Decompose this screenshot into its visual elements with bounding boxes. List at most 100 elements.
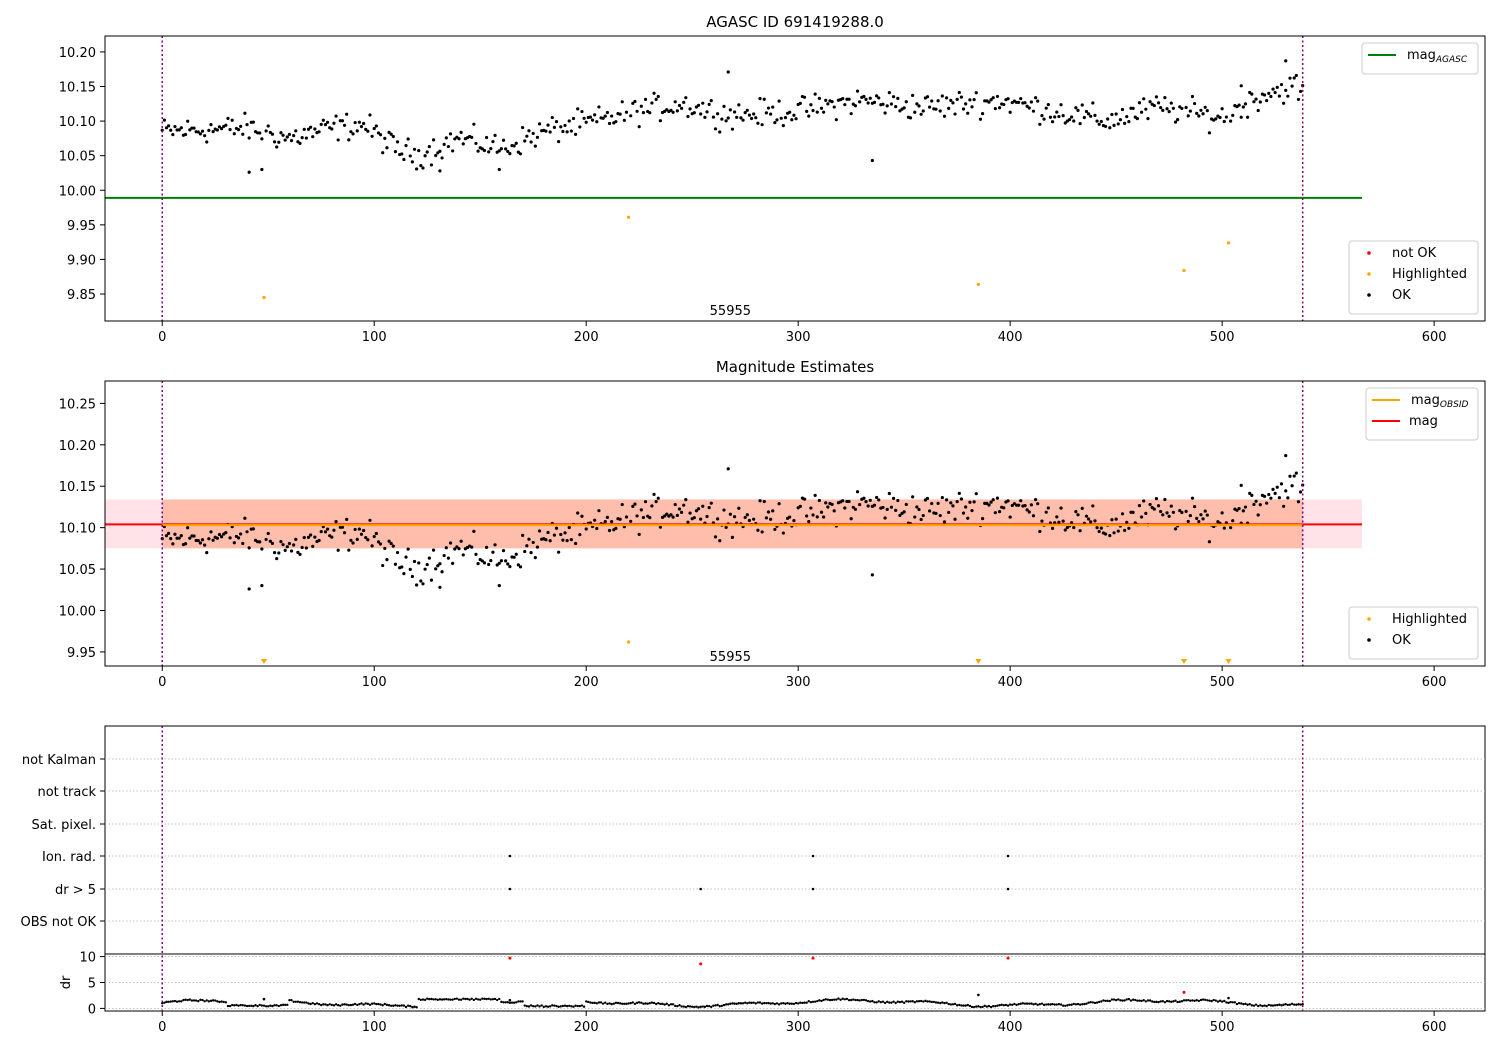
- ok-point: [684, 498, 688, 502]
- dr-point: [538, 1005, 541, 1008]
- dr-point: [1256, 1004, 1260, 1008]
- ok-point: [877, 498, 881, 502]
- dr-point: [459, 998, 463, 1001]
- ok-point: [955, 500, 959, 504]
- ok-point: [696, 103, 701, 107]
- ok-point: [881, 102, 885, 106]
- ok-point: [211, 538, 215, 542]
- ok-point: [1057, 114, 1061, 119]
- ok-point: [728, 108, 732, 112]
- plot-frame: [104, 35, 1486, 322]
- dr-axis-label: dr: [59, 975, 74, 989]
- ok-point: [319, 530, 323, 534]
- dr-point: [614, 1001, 618, 1005]
- dr-point: [987, 1004, 991, 1008]
- ok-point: [1190, 94, 1195, 99]
- ok-point: [584, 527, 588, 531]
- dr-point: [703, 1005, 707, 1009]
- ok-point: [525, 544, 529, 548]
- ok-point: [482, 561, 487, 565]
- dr-point: [201, 998, 204, 1002]
- dr-point: [445, 998, 448, 1001]
- ok-point: [451, 561, 455, 565]
- ok-point: [277, 140, 281, 144]
- dr-point: [184, 998, 187, 1001]
- dr-point: [472, 998, 476, 1002]
- dr-point: [557, 1005, 560, 1009]
- ok-point: [949, 501, 953, 505]
- x-tick-label: 200: [574, 675, 599, 690]
- ok-point: [1203, 509, 1207, 513]
- ok-point: [325, 120, 330, 124]
- dr-point: [786, 1001, 789, 1005]
- legend-label: OK: [1392, 633, 1411, 648]
- ok-point: [448, 132, 453, 136]
- dr-point: [847, 998, 851, 1002]
- ok-point: [451, 149, 455, 153]
- ok-point: [709, 501, 713, 505]
- ok-point: [330, 535, 334, 539]
- chart-title: AGASC ID 691419288.0: [706, 13, 884, 31]
- dr-point: [690, 1005, 694, 1008]
- dr-point: [659, 1002, 662, 1006]
- dr-point: [1263, 1004, 1266, 1007]
- ok-point: [1288, 76, 1292, 80]
- dr-point: [161, 1002, 164, 1005]
- ok-point: [641, 515, 646, 520]
- ok-point: [802, 95, 807, 99]
- ok-point: [438, 169, 442, 173]
- ok-point: [853, 104, 858, 108]
- ok-point: [207, 128, 211, 132]
- dr-point: [1093, 1001, 1097, 1005]
- ok-point: [959, 95, 964, 99]
- ok-point: [824, 501, 828, 505]
- ok-point: [981, 517, 985, 521]
- y-tick-label: 10.10: [59, 522, 96, 537]
- ok-point: [1120, 107, 1125, 112]
- ok-point: [718, 539, 722, 543]
- ok-point: [970, 105, 974, 109]
- dr-point: [822, 998, 825, 1002]
- ok-point: [391, 544, 395, 548]
- ok-point: [247, 587, 251, 591]
- ok-point: [565, 538, 569, 543]
- ok-point: [1298, 89, 1303, 93]
- ok-point: [760, 530, 764, 534]
- dr-point: [924, 999, 927, 1003]
- dr-point: [502, 1001, 505, 1004]
- ok-point: [889, 102, 894, 106]
- dr-point: [648, 1001, 651, 1005]
- ok-point: [340, 119, 345, 123]
- dr-point: [1036, 1003, 1039, 1007]
- y-tick-label: 9.90: [67, 253, 96, 268]
- ok-point: [429, 163, 434, 167]
- ok-point: [294, 537, 298, 541]
- ok-point: [298, 552, 302, 556]
- ok-point: [1222, 526, 1226, 530]
- dr-point: [1250, 1004, 1254, 1007]
- ok-point: [421, 166, 425, 170]
- dr-point: [968, 1004, 972, 1008]
- dr-point: [1087, 1001, 1090, 1004]
- ok-point: [686, 520, 690, 524]
- dr-point: [633, 1002, 637, 1006]
- ok-point: [209, 530, 213, 534]
- ok-point: [1173, 120, 1178, 124]
- ok-point: [1061, 114, 1065, 118]
- ok-point: [417, 561, 421, 565]
- dr-point: [243, 1004, 247, 1007]
- ok-point: [188, 536, 192, 540]
- ok-point: [404, 144, 408, 148]
- ok-point: [368, 113, 372, 117]
- ok-point: [885, 507, 889, 511]
- dr-point: [442, 998, 446, 1001]
- ok-point: [287, 541, 292, 546]
- dr-point: [508, 1001, 512, 1005]
- ok-point: [232, 132, 236, 136]
- flag-point: [811, 887, 815, 891]
- dr-point: [373, 1002, 376, 1005]
- dr-point: [883, 1001, 887, 1005]
- ok-point: [771, 509, 775, 513]
- ok-point: [656, 496, 660, 500]
